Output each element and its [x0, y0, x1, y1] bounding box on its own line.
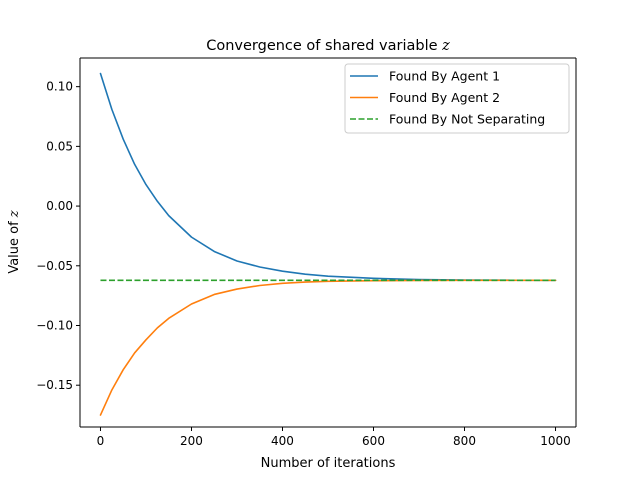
series-line-1 — [99, 72, 557, 282]
legend-label-3: Found By Not Separating — [389, 112, 545, 127]
y-axis-label: Value of z — [7, 210, 22, 274]
x-tick-label: 200 — [180, 434, 203, 448]
y-tick-label: −0.15 — [36, 378, 73, 392]
legend-box — [344, 63, 570, 134]
x-tick-label: 800 — [453, 434, 476, 448]
y-tick-label: −0.05 — [36, 259, 73, 273]
y-tick-label: −0.10 — [36, 318, 73, 332]
y-tick-label: 0.00 — [46, 199, 73, 213]
x-tick-label: 1000 — [540, 434, 571, 448]
x-tick-label: 600 — [362, 434, 385, 448]
y-tick-label: 0.10 — [46, 80, 73, 94]
chart-title: Convergence of shared variable z — [206, 38, 450, 54]
legend-label-1: Found By Agent 1 — [389, 69, 500, 84]
legend-label-2: Found By Agent 2 — [389, 90, 500, 105]
y-tick-label: 0.05 — [46, 139, 73, 153]
y-axis-ticks: 0.10 0.05 0.00 −0.05 −0.10 −0.15 — [36, 80, 80, 392]
x-axis-ticks: 0 200 400 600 800 1000 — [97, 427, 571, 448]
axes-frame — [79, 57, 577, 428]
x-axis-label: Number of iterations — [261, 456, 396, 471]
x-tick-label: 400 — [271, 434, 294, 448]
legend: Found By Agent 1 Found By Agent 2 Found By… — [344, 63, 570, 134]
series-layer — [99, 72, 557, 416]
x-tick-label: 0 — [97, 434, 105, 448]
